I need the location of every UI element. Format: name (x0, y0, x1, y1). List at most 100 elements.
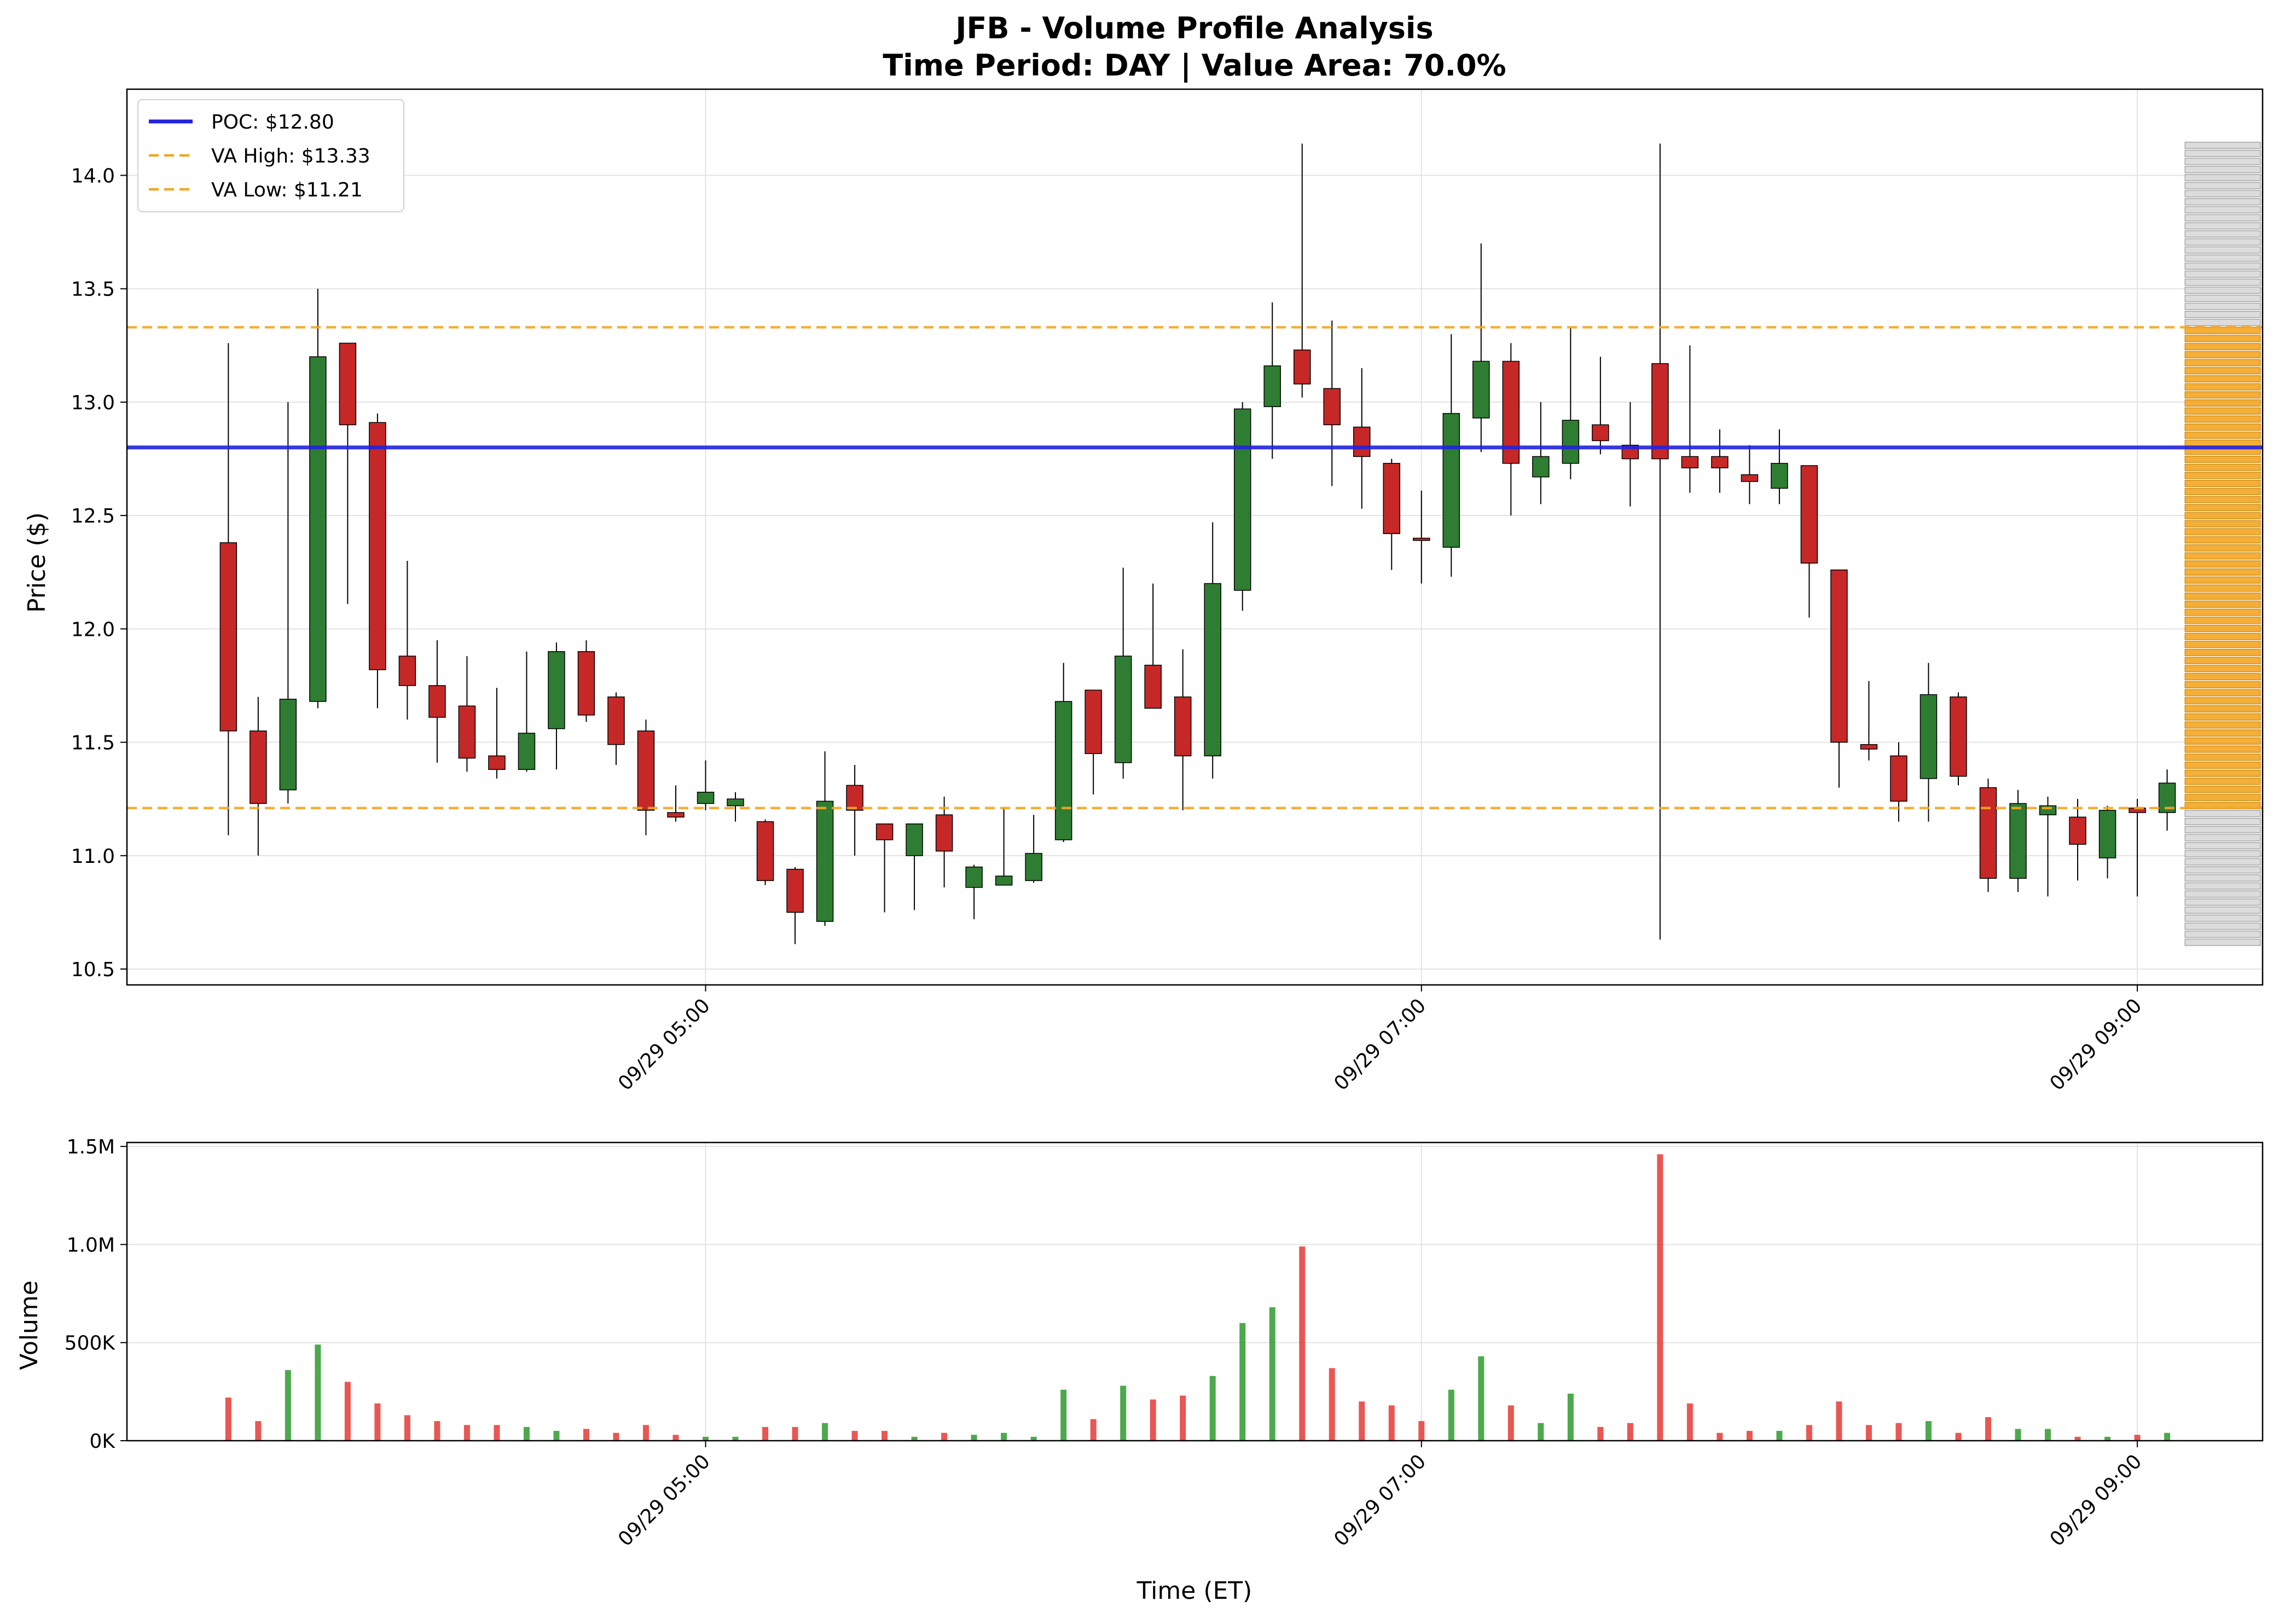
profile-bin (2184, 866, 2261, 874)
volume-bar-down (2074, 1436, 2081, 1441)
candle-body-down (1651, 363, 1669, 460)
legend-poc-label: POC: $12.80 (211, 111, 334, 134)
volume-bar-down (851, 1431, 858, 1441)
candle-body-down (2069, 816, 2086, 845)
volume-bar-up (553, 1431, 560, 1441)
candle-body-up (1562, 420, 1580, 464)
profile-bin (2184, 914, 2261, 922)
profile-bin-value-area (2184, 568, 2261, 576)
volume-bar-down (1359, 1401, 1365, 1441)
volume-bar-up (1269, 1307, 1275, 1441)
volume-bar-down (344, 1382, 351, 1441)
profile-bin (2184, 182, 2261, 189)
profile-bin (2184, 303, 2261, 310)
candle-body-up (1054, 701, 1072, 840)
candle-body-down (875, 823, 894, 840)
profile-bin (2184, 206, 2261, 213)
volume-bar-down (255, 1421, 262, 1441)
volume-bar-up (2015, 1429, 2021, 1441)
candle-body-up (697, 791, 715, 804)
volume-bar-down (1627, 1423, 1633, 1441)
legend-box (137, 99, 404, 212)
volume-bar-down (1657, 1154, 1663, 1441)
price-tick-label: 14.0 (71, 165, 115, 187)
profile-bin (2184, 222, 2261, 230)
candle-body-down (339, 343, 357, 426)
price-plot-frame (126, 88, 2264, 986)
candle-body-down (637, 730, 655, 811)
volume-bar-down (225, 1397, 231, 1441)
volume-bar-down (1955, 1432, 1962, 1441)
profile-bin (2184, 906, 2261, 914)
volume-bar-up (1925, 1421, 1932, 1441)
candle-body-down (1144, 664, 1162, 709)
volume-plot-area (127, 1142, 2263, 1441)
volume-bar-down (1985, 1417, 1991, 1441)
profile-bin (2184, 923, 2261, 930)
candle-body-up (1114, 656, 1132, 763)
volume-bar-up (1448, 1389, 1454, 1441)
profile-bin (2184, 842, 2261, 850)
candle-body-up (1532, 456, 1550, 478)
volume-bar-up (971, 1435, 977, 1441)
candle-body-up (1472, 361, 1490, 419)
profile-bin (2184, 311, 2261, 318)
volume-axis-label: Volume (15, 1280, 43, 1370)
candle-body-up (309, 356, 327, 702)
candle-body-down (250, 730, 267, 804)
profile-bin-value-area (2184, 439, 2261, 447)
profile-bin-value-area (2184, 488, 2261, 495)
profile-bin-value-area (2184, 520, 2261, 527)
candle-body-up (816, 801, 834, 922)
candle-body-up (2009, 803, 2027, 879)
profile-bin (2184, 270, 2261, 278)
volume-bar-down (1090, 1419, 1097, 1441)
profile-bin-value-area (2184, 351, 2261, 358)
volume-bar-down (1836, 1401, 1842, 1441)
candle-body-down (428, 685, 446, 718)
candle-body-up (518, 733, 536, 770)
profile-bin-value-area (2184, 463, 2261, 471)
volume-bar-down (1895, 1423, 1902, 1441)
profile-bin-value-area (2184, 359, 2261, 367)
profile-bin-value-area (2184, 536, 2261, 544)
volume-bar-down (1329, 1368, 1335, 1441)
profile-bin-value-area (2184, 778, 2261, 785)
volume-bar-down (1865, 1425, 1872, 1441)
volume-bar-down (941, 1432, 948, 1441)
volume-bar-down (1180, 1395, 1186, 1441)
profile-bin (2184, 262, 2261, 270)
profile-bin (2184, 286, 2261, 294)
profile-bin (2184, 190, 2261, 198)
legend: POC: $12.80 VA High: $13.33 VA Low: $11.21 (137, 99, 404, 212)
candle-body-down (1711, 456, 1729, 468)
candle-body-down (1174, 696, 1192, 757)
candle-body-down (1383, 463, 1401, 535)
profile-bin (2184, 149, 2261, 157)
profile-bin (2184, 810, 2261, 817)
profile-bin-value-area (2184, 496, 2261, 503)
price-panel: 10.511.011.512.012.513.013.514.009/29 05… (71, 88, 2264, 1095)
volume-bar-up (1001, 1432, 1007, 1441)
profile-bin (2184, 858, 2261, 866)
profile-bin-value-area (2184, 367, 2261, 375)
profile-bin-value-area (2184, 512, 2261, 520)
price-plot-area (127, 89, 2263, 985)
volume-bar-down (1597, 1426, 1604, 1441)
volume-tick-label: 0K (89, 1430, 115, 1453)
profile-bin (2184, 834, 2261, 842)
candle-body-down (488, 755, 506, 770)
profile-bin (2184, 214, 2261, 222)
candle-body-down (1323, 388, 1341, 426)
candle-body-down (1860, 744, 1878, 750)
candle-body-down (1890, 755, 1907, 802)
profile-bin-value-area (2184, 624, 2261, 633)
price-tick-label: 11.5 (71, 732, 115, 755)
profile-bin-value-area (2184, 407, 2261, 415)
volume-bar-up (1538, 1423, 1544, 1441)
volume-bar-up (703, 1436, 709, 1441)
profile-bin-value-area (2184, 729, 2261, 737)
profile-bin-value-area (2184, 544, 2261, 552)
